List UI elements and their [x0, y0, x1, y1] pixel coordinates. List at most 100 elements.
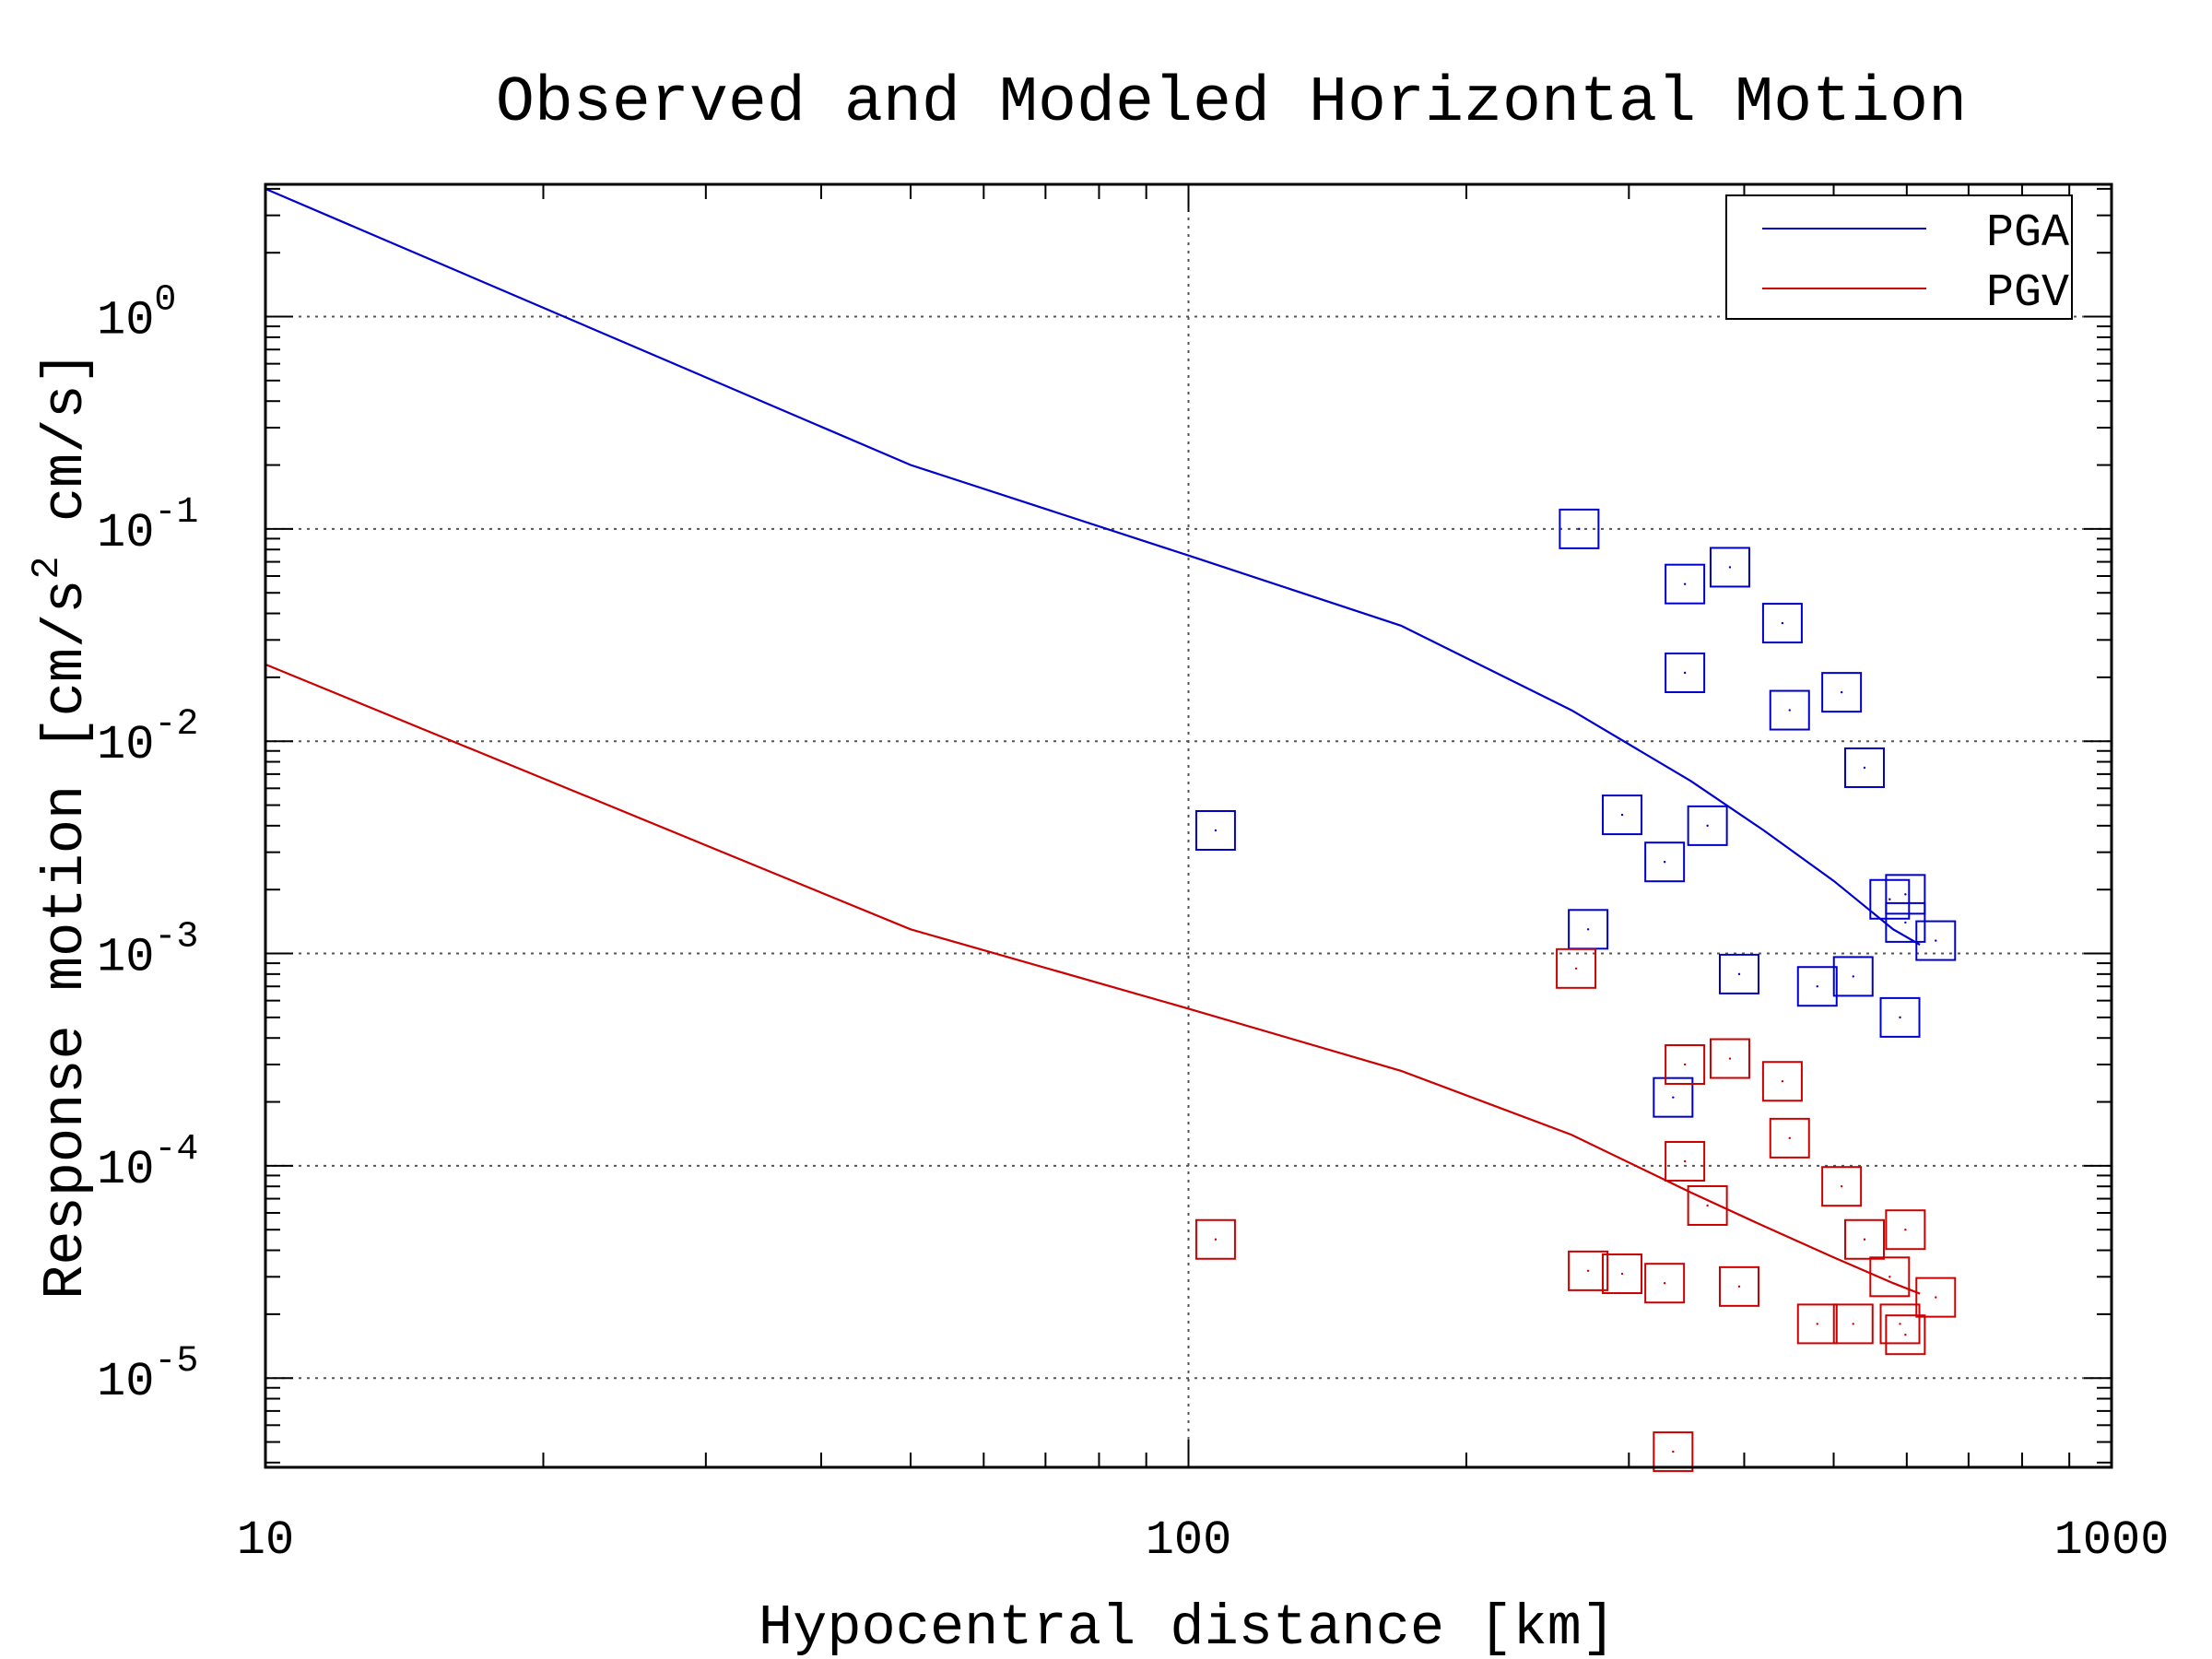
y-tick-label-base: 10: [97, 1355, 154, 1409]
data-point-center: [1863, 1238, 1866, 1241]
data-point-center: [1904, 1229, 1907, 1231]
y-axis-label-tail: cm/s]: [33, 350, 99, 556]
data-point-center: [1706, 1204, 1709, 1207]
data-point-center: [1888, 1276, 1891, 1278]
y-tick-label: 10-4: [97, 1129, 198, 1197]
data-point-pgv-observed: [1769, 1117, 1810, 1159]
data-point-pgv-observed: [1761, 1061, 1803, 1102]
data-point-pga-observed: [1761, 603, 1803, 644]
data-point-pga-observed: [1879, 996, 1921, 1038]
data-point-pga-observed: [1194, 810, 1236, 852]
data-point-pga-observed: [1915, 920, 1957, 961]
data-point-center: [1852, 975, 1854, 978]
y-tick-label-base: 10: [97, 294, 154, 348]
data-point-center: [1586, 1269, 1590, 1273]
data-point-center: [1672, 1450, 1675, 1453]
data-point-center: [1737, 972, 1741, 976]
legend-label-pgv: PGV: [1986, 267, 2069, 320]
data-point-center: [1935, 1296, 1937, 1299]
data-point-center: [1620, 1272, 1624, 1276]
data-point-pga-observed: [1653, 1077, 1694, 1118]
data-point-center: [1788, 1136, 1791, 1140]
data-point-pgv-observed: [1602, 1253, 1643, 1295]
data-point-center: [1788, 709, 1791, 712]
y-tick-label-exponent: 0: [154, 280, 176, 322]
data-point-pgv-observed: [1556, 947, 1597, 989]
data-point-pga-observed: [1885, 901, 1926, 943]
y-tick-label-exponent: -1: [154, 492, 198, 534]
series-layer: [265, 187, 1957, 1473]
data-point-pga-observed: [1869, 878, 1911, 920]
data-point-center: [1683, 1159, 1687, 1163]
data-point-pgv-observed: [1709, 1038, 1750, 1079]
data-point-pgv-observed: [1718, 1265, 1759, 1307]
data-point-pga-observed: [1665, 652, 1706, 693]
y-axis-label: Response motion [cm/s2 cm/s]: [25, 350, 99, 1300]
data-point-pgv-observed: [1796, 1303, 1838, 1345]
data-point-pgv-observed: [1869, 1256, 1911, 1298]
data-point-center: [1574, 967, 1578, 971]
legend-box: [1725, 194, 2073, 320]
data-point-center: [1816, 985, 1818, 988]
data-point-pgv-observed: [1821, 1166, 1863, 1207]
data-point-pgv-observed: [1885, 1209, 1926, 1251]
series-line-pga: [265, 187, 1921, 946]
data-point-center: [1578, 527, 1581, 531]
y-tick-label-exponent: -4: [154, 1129, 198, 1171]
data-point-pgv-observed: [1885, 1314, 1926, 1356]
data-point-center: [1840, 1185, 1843, 1188]
data-point-pga-observed: [1885, 874, 1926, 915]
data-point-center: [1706, 824, 1709, 828]
y-axis-label-exponent: 2: [25, 556, 69, 579]
data-point-pga-observed: [1821, 672, 1863, 713]
data-point-center: [1816, 1323, 1818, 1325]
data-point-center: [1663, 1282, 1666, 1285]
y-tick-label-base: 10: [97, 718, 154, 772]
data-point-pgv-observed: [1568, 1250, 1609, 1291]
data-point-center: [1620, 813, 1624, 817]
data-point-center: [1863, 766, 1866, 770]
data-point-pga-observed: [1769, 689, 1810, 731]
data-point-pga-observed: [1796, 966, 1838, 1007]
data-point-center: [1888, 898, 1891, 900]
y-tick-label: 10-1: [97, 492, 198, 560]
data-point-pga-observed: [1559, 508, 1600, 549]
data-point-pga-observed: [1709, 547, 1750, 588]
y-tick-label-base: 10: [97, 931, 154, 985]
data-point-center: [1683, 582, 1687, 585]
data-point-pgv-observed: [1843, 1218, 1885, 1260]
data-point-center: [1904, 893, 1907, 896]
data-point-center: [1781, 1080, 1784, 1083]
data-point-center: [1899, 1016, 1901, 1019]
y-tick-label-base: 10: [97, 506, 154, 560]
y-tick-label-exponent: -2: [154, 704, 198, 746]
y-axis-label-main: Response motion [cm/s: [33, 580, 99, 1300]
data-point-pgv-observed: [1194, 1218, 1236, 1260]
y-tick-label: 10-2: [97, 704, 198, 772]
data-point-pgv-observed: [1665, 1140, 1706, 1182]
legend: PGA PGV: [1725, 194, 2073, 320]
data-point-center: [1683, 1063, 1687, 1066]
data-point-center: [1728, 1057, 1732, 1060]
x-tick-label: 100: [1146, 1513, 1232, 1568]
x-tick-labels: 10 100 1000: [237, 1513, 2170, 1568]
y-tick-label-exponent: -3: [154, 917, 198, 959]
data-point-center: [1214, 1238, 1218, 1241]
data-point-center: [1728, 566, 1732, 569]
data-point-pgv-observed: [1832, 1303, 1874, 1345]
data-point-center: [1904, 921, 1907, 924]
y-tick-label: 100: [97, 280, 176, 348]
data-point-pga-observed: [1687, 805, 1728, 846]
data-point-pga-observed: [1602, 794, 1643, 836]
data-point-center: [1904, 1333, 1907, 1336]
data-point-pga-observed: [1644, 841, 1686, 883]
data-point-center: [1852, 1323, 1854, 1325]
series-line-pgv: [265, 663, 1921, 1295]
tick-layer: [265, 184, 2112, 1467]
data-point-center: [1586, 928, 1590, 931]
data-point-center: [1935, 939, 1937, 942]
x-tick-label: 10: [237, 1513, 294, 1568]
x-tick-label: 1000: [2054, 1513, 2170, 1568]
